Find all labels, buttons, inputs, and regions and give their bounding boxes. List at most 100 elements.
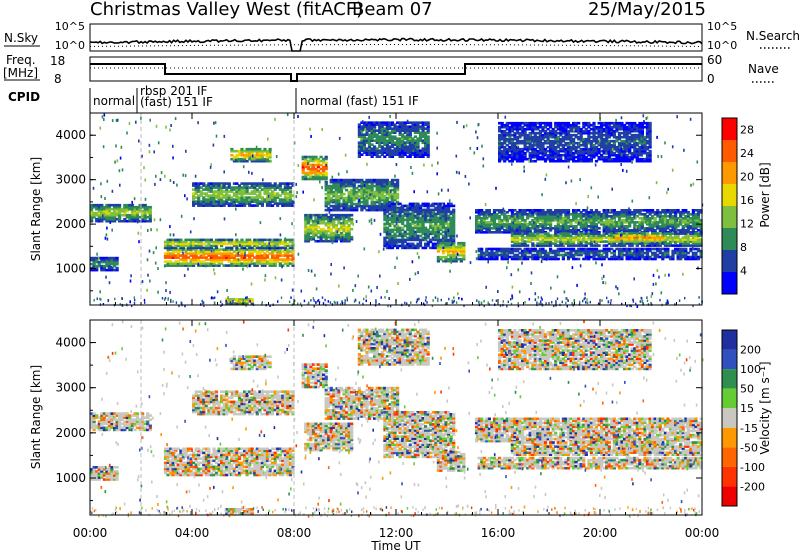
power-cell — [345, 178, 349, 182]
power-cell — [686, 229, 690, 232]
power-cell — [347, 204, 351, 208]
power-cell — [281, 192, 285, 195]
power-cell — [237, 151, 242, 155]
power-cell — [436, 230, 440, 234]
power-cell — [447, 259, 451, 263]
power-cell — [663, 234, 667, 237]
power-cell — [495, 217, 499, 220]
power-cell — [574, 225, 578, 228]
power-cell — [337, 184, 341, 188]
power-cell — [217, 260, 221, 263]
power-cell — [253, 248, 257, 251]
power-cell — [401, 240, 405, 244]
power-cell — [681, 211, 685, 214]
power-cell — [304, 165, 308, 169]
power-cell — [699, 253, 703, 257]
power-cell — [475, 227, 479, 230]
power-cell — [260, 260, 264, 263]
power-cell — [640, 232, 644, 235]
power-cell — [600, 240, 604, 243]
power-cell — [684, 209, 688, 212]
power-cell — [498, 221, 502, 224]
power-cell — [406, 228, 410, 232]
power-cell — [556, 240, 560, 243]
power-cell — [411, 202, 415, 206]
power-cell — [661, 223, 665, 226]
power-cell — [337, 233, 341, 237]
power-cell — [255, 153, 259, 157]
power-cell — [684, 244, 688, 247]
power-cell — [401, 222, 405, 226]
power-cell — [253, 155, 257, 159]
power-cell — [645, 234, 650, 237]
power-cell — [123, 203, 127, 207]
power-cell — [528, 240, 532, 243]
power-cell — [192, 182, 196, 185]
power-cell — [373, 147, 377, 150]
power-cell — [314, 177, 318, 181]
power-cell — [385, 151, 389, 154]
power-cell — [186, 262, 191, 265]
power-cell — [480, 231, 484, 234]
power-cell — [597, 238, 601, 241]
power-cell — [533, 223, 537, 226]
power-cell — [365, 139, 369, 142]
power-cell — [447, 216, 451, 220]
power-cell — [367, 153, 372, 156]
power-cell — [459, 253, 463, 257]
power-cell — [503, 257, 507, 261]
power-cell — [248, 240, 252, 244]
power-cell — [186, 264, 191, 267]
power-cell — [572, 213, 576, 216]
power-cell — [316, 213, 321, 217]
power-cell — [510, 255, 514, 259]
power-cell — [128, 213, 132, 217]
power-cell — [671, 240, 675, 243]
power-cell — [370, 135, 374, 138]
power-cell — [411, 210, 415, 214]
power-cell — [212, 200, 216, 203]
power-cell — [393, 153, 397, 156]
power-cell — [492, 211, 497, 214]
power-cell — [676, 225, 680, 228]
power-cell — [554, 209, 558, 212]
power-cell — [232, 240, 236, 244]
power-cell — [487, 213, 491, 216]
power-cell — [204, 184, 208, 187]
power-cell — [271, 250, 275, 253]
power-cell — [411, 143, 415, 146]
power-cell — [663, 223, 667, 226]
power-cell — [235, 240, 239, 244]
power-cell — [174, 260, 178, 263]
power-cell — [250, 300, 254, 303]
power-cell — [663, 232, 667, 235]
power-cell — [594, 219, 599, 222]
power-cell — [355, 190, 359, 194]
power-cell — [589, 225, 593, 228]
power-cell — [482, 219, 486, 222]
power-cell — [350, 182, 354, 186]
power-cell — [648, 249, 652, 253]
power-cell — [426, 135, 430, 138]
power-cell — [390, 121, 395, 124]
power-cell — [429, 212, 433, 216]
power-cell — [686, 227, 690, 230]
power-cell — [362, 204, 366, 208]
power-cell — [209, 190, 213, 193]
power-cell — [498, 121, 502, 125]
power-cell — [179, 250, 183, 253]
power-cell — [232, 149, 236, 153]
power-cell — [617, 221, 622, 224]
power-cell — [204, 256, 208, 259]
power-cell — [263, 258, 267, 261]
power-cell — [541, 209, 545, 212]
power-cell — [327, 219, 331, 223]
power-cell — [426, 147, 430, 150]
power-cell — [418, 155, 423, 158]
power-cell — [396, 186, 400, 190]
power-cell — [656, 223, 660, 226]
power-cell — [286, 264, 290, 267]
power-cell — [329, 178, 333, 182]
power-cell — [370, 194, 374, 198]
power-cell — [579, 244, 583, 247]
